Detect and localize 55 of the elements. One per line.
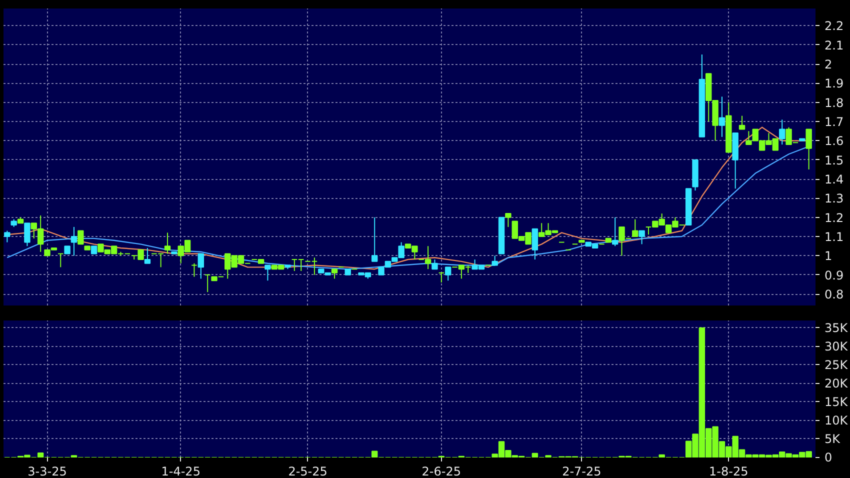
- y-tick-label: 1.2: [824, 210, 844, 225]
- candlestick: [778, 119, 786, 146]
- y-tick-label: 1.4: [824, 172, 844, 187]
- y-tick-label: 1.3: [824, 192, 844, 206]
- candlestick: [204, 274, 211, 293]
- x-tick-label: 2-7-25: [562, 464, 602, 478]
- x-tick-label: 1-8-25: [709, 464, 748, 478]
- y-tick-label: 5K: [824, 432, 842, 446]
- candlestick: [331, 268, 338, 280]
- y-tick-label: 1.6: [824, 134, 844, 148]
- y-tick-label: 30K: [824, 339, 849, 354]
- y-tick-label: 35K: [824, 320, 849, 335]
- y-tick-label: 10K: [824, 413, 849, 428]
- candlestick: [191, 262, 198, 278]
- candlestick: [505, 213, 512, 228]
- candlestick: [738, 115, 746, 130]
- y-tick-label: 1: [824, 249, 832, 264]
- candlestick: [492, 255, 498, 266]
- x-tick-label: 1-4-25: [161, 464, 200, 478]
- candlestick: [444, 266, 452, 282]
- candlestick: [144, 248, 151, 264]
- candlestick: [78, 230, 84, 245]
- y-tick-label: 2.2: [824, 19, 844, 34]
- candlestick: [718, 96, 726, 138]
- y-tick-label: 0.9: [824, 268, 844, 282]
- candlestick: [371, 216, 378, 262]
- y-tick-label: 25K: [824, 358, 849, 372]
- candlestick: [164, 232, 171, 254]
- y-tick-label: 1.7: [824, 115, 844, 130]
- x-tick-label: 2-5-25: [288, 464, 328, 478]
- candlestick: [432, 259, 438, 270]
- x-tick-label: 3-3-25: [28, 464, 67, 478]
- candlestick: [198, 253, 204, 280]
- candlestick: [438, 272, 445, 284]
- x-tick-label: 2-6-25: [422, 464, 461, 478]
- y-tick-label: 20K: [824, 376, 849, 390]
- candlestick: [70, 226, 78, 256]
- candlestick: [24, 222, 30, 247]
- candlestick: [58, 253, 64, 268]
- y-tick-label: 15K: [824, 394, 849, 409]
- candlestick: [612, 216, 618, 247]
- y-tick-label: 0.8: [824, 288, 844, 302]
- y-tick-label: 0: [824, 450, 832, 464]
- candlestick: [632, 218, 638, 238]
- candlestick: [532, 228, 538, 260]
- y-tick-label: 2.1: [824, 38, 844, 52]
- candlestick: [4, 230, 10, 243]
- y-tick-label: 1.8: [824, 96, 844, 110]
- y-tick-label: 1.1: [824, 230, 844, 244]
- candlestick: [264, 264, 271, 282]
- candlestick: [638, 230, 645, 245]
- y-tick-label: 1.9: [824, 76, 844, 91]
- y-tick-label: 2: [824, 58, 832, 72]
- y-tick-label: 1.5: [824, 153, 844, 168]
- candlestick: [806, 128, 812, 170]
